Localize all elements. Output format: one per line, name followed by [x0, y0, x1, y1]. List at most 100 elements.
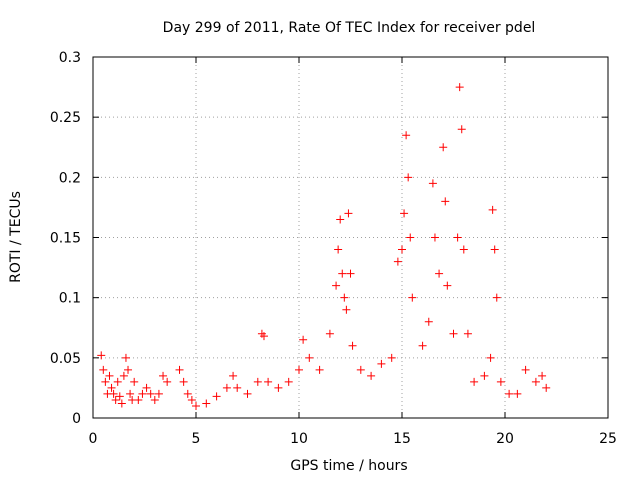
data-point: [179, 377, 188, 386]
x-tick-label: 5: [192, 431, 201, 447]
plot-frame: [92, 56, 609, 419]
data-point: [449, 329, 458, 338]
data-point: [443, 281, 452, 290]
data-point: [243, 389, 252, 398]
data-point: [113, 377, 122, 386]
y-tick-label: 0.3: [59, 50, 81, 66]
data-point: [183, 389, 192, 398]
data-point: [138, 389, 147, 398]
y-tick-labels: 0 0.05 0.1 0.15 0.2 0.25 0.3: [50, 50, 81, 427]
data-point: [542, 383, 551, 392]
data-point: [538, 371, 547, 380]
data-point: [117, 399, 126, 408]
data-point: [99, 365, 108, 374]
data-point: [336, 215, 345, 224]
data-point: [367, 371, 376, 380]
data-point: [356, 365, 365, 374]
data-point: [192, 401, 200, 410]
data-point: [154, 389, 163, 398]
data-point: [159, 371, 168, 380]
y-tick-label: 0.15: [50, 231, 81, 247]
data-point: [134, 395, 143, 404]
data-point: [459, 245, 468, 254]
x-tick-label: 20: [496, 431, 514, 447]
data-point: [344, 209, 353, 218]
data-point: [202, 399, 211, 408]
data-point: [105, 371, 114, 380]
data-point: [470, 377, 479, 386]
data-point: [115, 392, 124, 401]
data-point: [253, 377, 262, 386]
data-point: [430, 233, 439, 242]
data-point: [126, 389, 135, 398]
data-point: [229, 371, 238, 380]
data-point: [505, 389, 514, 398]
chart-title: Day 299 of 2011, Rate Of TEC Index for r…: [163, 20, 536, 36]
x-axis-title: GPS time / hours: [290, 458, 407, 474]
data-point: [340, 293, 349, 302]
data-point: [187, 395, 196, 404]
data-point: [480, 371, 489, 380]
data-point: [531, 377, 540, 386]
data-point: [428, 179, 437, 188]
data-point: [107, 383, 116, 392]
y-tick-label: 0.25: [50, 110, 81, 126]
data-point: [408, 293, 417, 302]
data-point: [398, 245, 406, 254]
data-point: [130, 377, 139, 386]
data-point: [175, 365, 184, 374]
data-point: [393, 257, 402, 266]
data-point: [400, 209, 409, 218]
data-point: [513, 389, 522, 398]
data-point: [150, 395, 159, 404]
data-point: [463, 329, 472, 338]
data-point: [295, 365, 303, 374]
points-layer: [97, 83, 551, 410]
data-point: [222, 383, 231, 392]
y-axis-title: ROTI / TECUs: [8, 191, 24, 283]
data-point: [348, 341, 357, 350]
data-point: [418, 341, 427, 350]
data-point: [435, 269, 444, 278]
data-point: [233, 383, 242, 392]
x-tick-label: 25: [599, 431, 617, 447]
data-point: [299, 335, 308, 344]
data-point: [439, 143, 448, 152]
data-point: [521, 365, 530, 374]
data-point: [496, 377, 505, 386]
data-point: [163, 377, 172, 386]
data-point: [338, 269, 347, 278]
data-point: [274, 383, 283, 392]
x-tick-label: 15: [393, 431, 411, 447]
x-tick-label: 0: [89, 431, 98, 447]
data-point: [441, 197, 450, 206]
data-point: [455, 83, 464, 92]
y-tick-label: 0.2: [59, 170, 81, 186]
x-tick-labels: 0 5 10 15 20 25: [89, 431, 617, 447]
data-point: [424, 317, 433, 326]
data-point: [97, 351, 106, 360]
data-point: [404, 173, 413, 182]
data-point: [402, 131, 411, 140]
y-tick-label: 0.1: [59, 291, 81, 307]
data-point: [119, 371, 128, 380]
data-point: [111, 395, 120, 404]
data-point: [490, 245, 499, 254]
data-point: [264, 377, 273, 386]
data-point: [101, 377, 110, 386]
data-point: [142, 383, 151, 392]
data-point: [212, 392, 221, 401]
data-point: [387, 353, 396, 362]
data-point: [492, 293, 501, 302]
data-point: [146, 389, 155, 398]
data-point: [453, 233, 462, 242]
data-point: [406, 233, 415, 242]
y-tick-label: 0: [72, 411, 81, 427]
data-point: [325, 329, 334, 338]
data-point: [334, 245, 343, 254]
data-point: [315, 365, 324, 374]
data-point: [124, 365, 133, 374]
